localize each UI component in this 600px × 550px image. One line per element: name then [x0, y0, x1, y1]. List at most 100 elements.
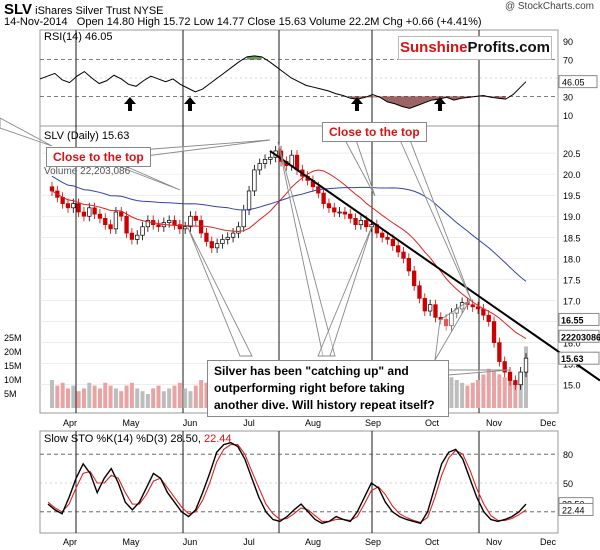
stochastic-label: Slow STO %K(14) %D(3) 28.50, 22.44 [44, 433, 232, 445]
candle-body [396, 245, 401, 253]
volume-bar [140, 391, 145, 408]
rsi-tick-label: 30 [563, 92, 573, 102]
annotation-note: Silver has been "catching up" and outper… [207, 360, 449, 417]
volume-tick-label: 20M [4, 347, 22, 357]
price-x-label: Sep [365, 418, 381, 428]
stochastic-x-label: Apr [63, 537, 77, 547]
volume-bar [113, 388, 118, 408]
candle-body [103, 217, 108, 226]
candle-body [97, 213, 103, 219]
rsi-line [39, 55, 527, 109]
volume-bar [145, 394, 150, 408]
price-tick-label: 19.0 [563, 212, 581, 222]
callout-pointer [0, 117, 53, 147]
candle-body [225, 236, 230, 240]
callout-right: Close to the top [322, 122, 427, 142]
price-tick-label: 17.0 [563, 296, 581, 306]
volume-bar [124, 385, 129, 408]
candle-body [135, 234, 140, 240]
ma-short-line [51, 169, 527, 340]
volume-tick-label: 5M [4, 389, 17, 399]
volume-bar [71, 385, 76, 408]
candle-body [246, 190, 252, 211]
price-tick-label: 17.5 [563, 275, 581, 285]
volume-bar [151, 388, 156, 408]
candle-body [385, 236, 390, 240]
price-tick-label: 15.0 [563, 381, 581, 391]
volume-bar [470, 382, 475, 408]
rsi-oversold-fill [350, 96, 506, 109]
candle-body [145, 220, 151, 228]
candle-body [475, 306, 481, 310]
price-x-label: Jul [243, 418, 255, 428]
volume-tick-label: 15M [4, 361, 22, 371]
candle-body [124, 215, 129, 234]
candle-body [412, 270, 417, 287]
candle-body [486, 314, 491, 322]
volume-bar [199, 380, 204, 408]
rsi-label: RSI(14) 46.05 [44, 31, 112, 43]
price-current-box [558, 312, 600, 326]
volume-bar [156, 385, 161, 408]
callout-pointer [317, 225, 373, 357]
candle-body [342, 211, 348, 215]
price-x-label: May [122, 418, 140, 428]
volume-bar [103, 382, 108, 408]
rsi-current-label: 46.05 [562, 78, 585, 88]
brand-part-2: Profits.com [467, 39, 551, 56]
volume-bar [193, 385, 198, 408]
candle-body [433, 304, 438, 318]
callout-pointer [434, 299, 471, 361]
candle-body [252, 169, 257, 192]
moving-averages [51, 150, 600, 382]
volume-bar [508, 380, 513, 408]
volume-bar [161, 391, 166, 408]
stochastic-d-line [47, 444, 527, 523]
volume-bar [460, 382, 465, 408]
volume-bar [486, 368, 491, 408]
volume-bar [449, 377, 454, 408]
volume-bar [465, 385, 470, 408]
stochastic-tick-label: 50 [563, 479, 573, 489]
candle-body [353, 217, 358, 226]
candle-body [491, 321, 497, 343]
exchange: NYSE [133, 5, 164, 17]
volume-bar [188, 391, 193, 408]
candle-body [156, 224, 161, 228]
volume-bar [60, 382, 65, 408]
price-tick-label: 20.0 [563, 170, 581, 180]
candle-body [497, 342, 502, 362]
volume-tick-label: 25M [4, 333, 22, 343]
candle-body [380, 232, 385, 238]
candle-body [65, 203, 71, 209]
candle-body [502, 361, 507, 373]
candle-body [198, 220, 204, 234]
volume-tick-label: 10M [4, 375, 22, 385]
candle-body [513, 380, 518, 386]
candle-body [507, 371, 513, 381]
stochastic-x-label: Dec [540, 537, 557, 547]
ticker-symbol: SLV [4, 1, 33, 18]
security-name: iShares Silver Trust [35, 5, 131, 17]
vertical-event-lines [75, 30, 480, 533]
price-current-label: 16.55 [561, 315, 584, 325]
trendline [269, 150, 600, 382]
stochastic-label-k: Slow STO %K(14) %D(3) 28.50, [44, 433, 201, 445]
candle-body [204, 232, 209, 242]
volume-bar [87, 382, 92, 408]
candle-body [422, 298, 427, 312]
volume-bar [492, 371, 497, 408]
ma-long-line [51, 175, 527, 282]
volume-bar [108, 385, 113, 408]
up-arrow-marker [124, 97, 136, 111]
price-current-box [558, 329, 600, 343]
candle-body [71, 203, 76, 209]
candle-body [182, 226, 188, 230]
price-tick-label: 18.5 [563, 233, 581, 243]
candle-body [470, 304, 475, 308]
candle-body [188, 215, 193, 228]
rsi-tick-label: 90 [563, 37, 573, 47]
candle-body [129, 232, 135, 240]
